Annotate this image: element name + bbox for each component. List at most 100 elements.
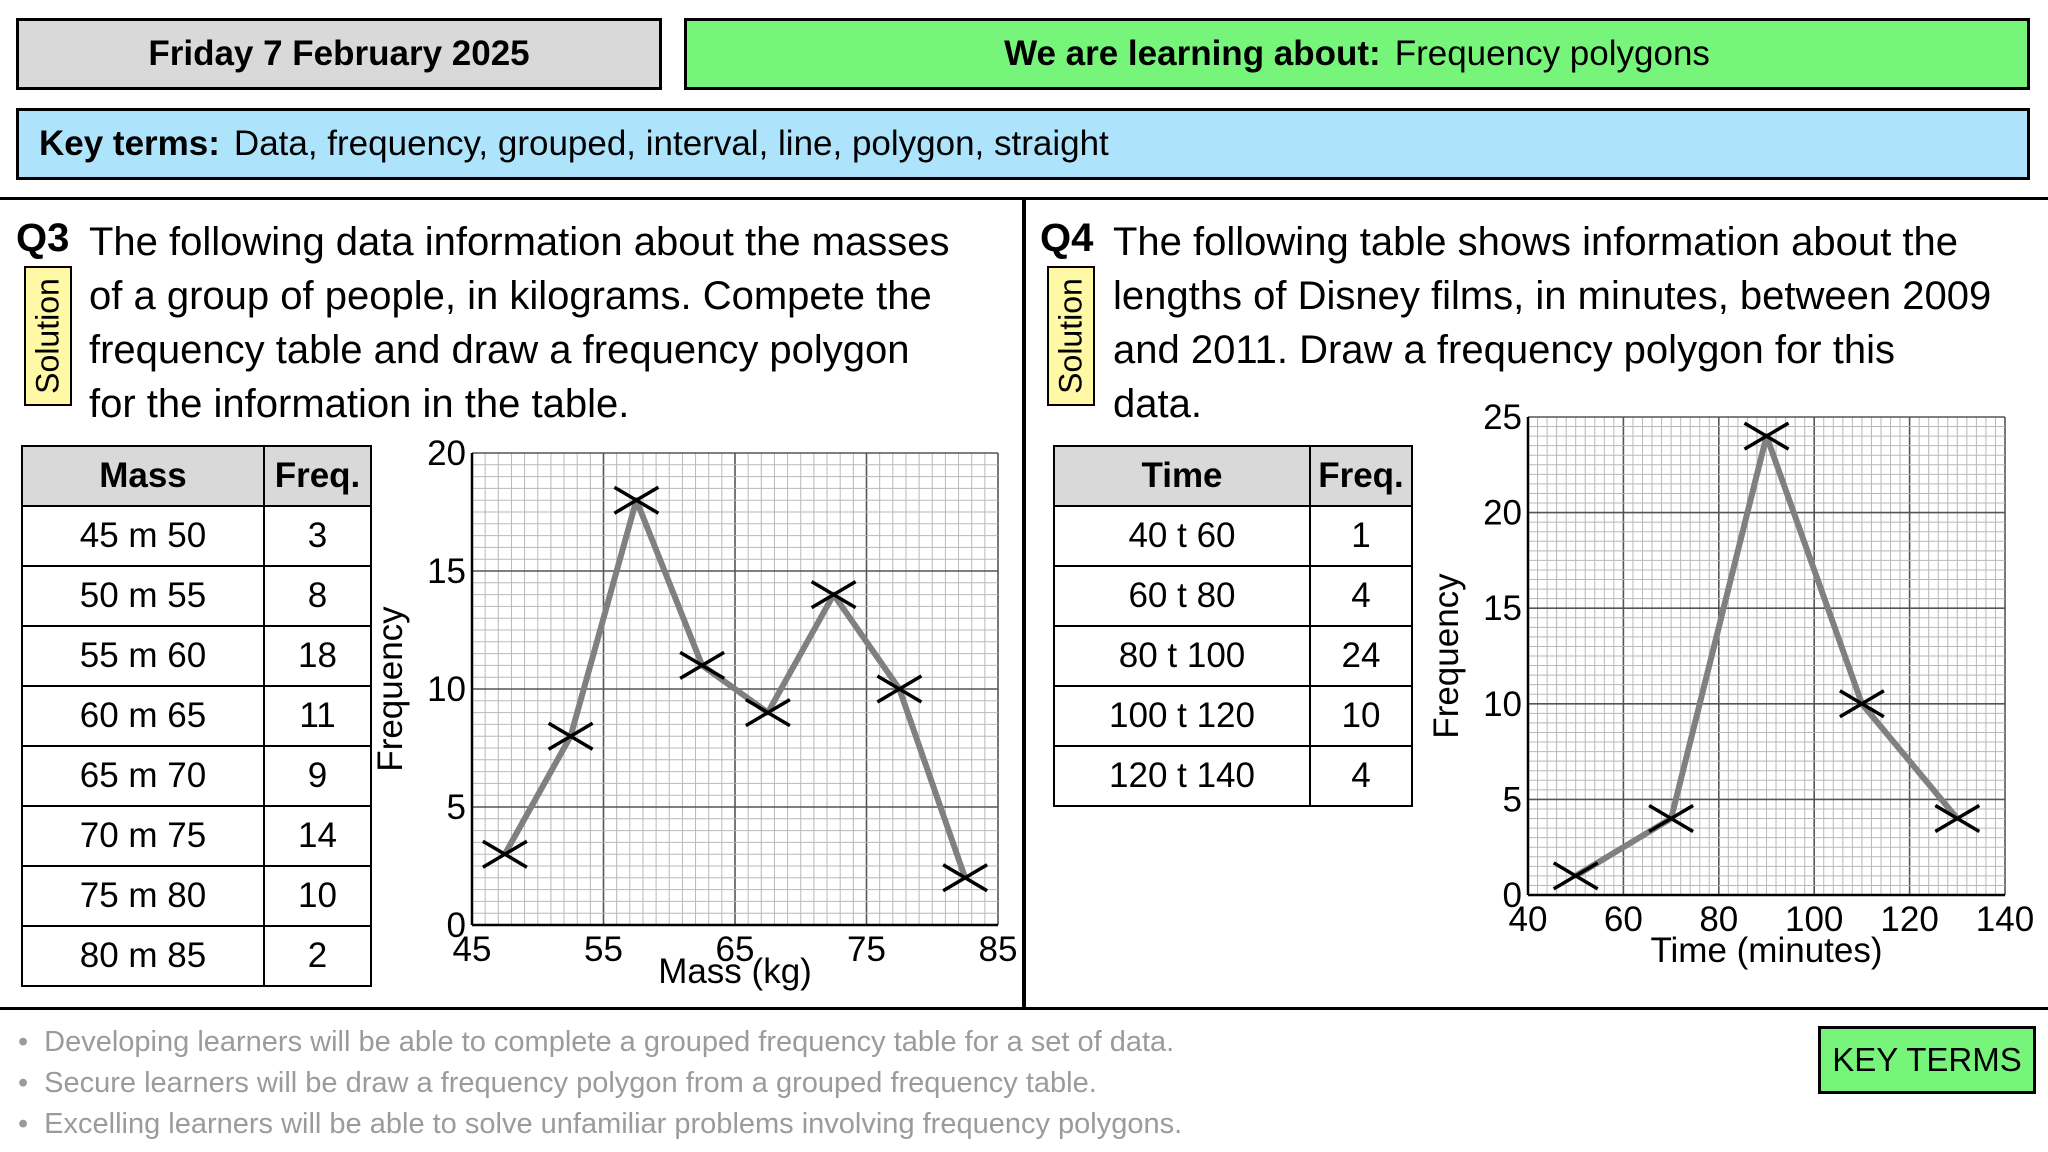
objective-label: We are learning about: [1004, 34, 1381, 73]
y-axis-label: Frequency [371, 606, 410, 772]
q3-frequency-table: Mass Freq. 45 m 50 3 50 m 55 8 55 m 60 18 6… [21, 445, 372, 987]
table-cell-interval: 80 t 100 [1053, 625, 1311, 687]
table-cell-freq: 18 [263, 625, 372, 687]
q4-number: Q4 [1040, 216, 1094, 260]
success-criteria-list: Developing learners will be able to comp… [18, 1022, 1182, 1145]
q4-text-line: and 2011. Draw a frequency polygon for t… [1113, 328, 1895, 372]
table-row: 55 m 60 18 [21, 625, 372, 687]
q3-text-line: of a group of people, in kilograms. Comp… [89, 274, 932, 318]
success-criteria-item: Excelling learners will be able to solve… [18, 1104, 1182, 1145]
table-cell-interval: 60 t 80 [1053, 565, 1311, 627]
table-cell-freq: 4 [1309, 565, 1413, 627]
table-cell-interval: 120 t 140 [1053, 745, 1311, 807]
key-terms-label: Key terms: [39, 124, 220, 163]
x-axis-label: Mass (kg) [658, 952, 812, 991]
table-cell-freq: 10 [1309, 685, 1413, 747]
q3-text-line: for the information in the table. [89, 382, 630, 426]
table-cell-interval: 50 m 55 [21, 565, 265, 627]
objective-banner: We are learning about: Frequency polygon… [684, 18, 2030, 90]
date-text: Friday 7 February 2025 [148, 34, 530, 73]
chart-grid [1527, 416, 2006, 896]
y-tick-label: 5 [1503, 780, 1522, 819]
q3-text-line: The following data information about the… [89, 220, 950, 264]
table-header-mass: Mass [21, 445, 265, 507]
table-row: 40 t 60 1 [1053, 505, 1413, 567]
table-cell-interval: 75 m 80 [21, 865, 265, 927]
table-row: 45 m 50 3 [21, 505, 372, 567]
table-cell-freq: 1 [1309, 505, 1413, 567]
objective-text: Frequency polygons [1394, 34, 1710, 73]
y-tick-label: 0 [1503, 876, 1522, 915]
x-tick-label: 85 [979, 930, 1018, 969]
table-row: 80 m 85 2 [21, 925, 372, 987]
key-terms-text: Data, frequency, grouped, interval, line… [233, 124, 1109, 163]
data-point-marker [876, 674, 923, 704]
table-cell-freq: 10 [263, 865, 372, 927]
data-point-marker [679, 650, 726, 680]
table-cell-interval: 40 t 60 [1053, 505, 1311, 567]
table-cell-interval: 60 m 65 [21, 685, 265, 747]
table-header-freq: Freq. [263, 445, 372, 507]
y-tick-label: 10 [427, 670, 466, 709]
q3-number: Q3 [16, 216, 70, 260]
date-banner: Friday 7 February 2025 [16, 18, 662, 90]
table-cell-freq: 4 [1309, 745, 1413, 807]
y-tick-label: 0 [447, 906, 466, 945]
q4-question-text: The following table shows information ab… [1113, 215, 1991, 431]
y-tick-label: 25 [1483, 398, 1522, 437]
x-tick-label: 65 [716, 930, 755, 969]
table-header-freq: Freq. [1309, 445, 1413, 507]
data-point-marker [1934, 804, 1981, 834]
q3-text-line: frequency table and draw a frequency pol… [89, 328, 910, 372]
table-cell-interval: 80 m 85 [21, 925, 265, 987]
y-axis-label: Frequency [1427, 573, 1466, 739]
data-point-marker [1648, 804, 1694, 834]
table-cell-freq: 8 [263, 565, 372, 627]
x-tick-label: 40 [1509, 900, 1548, 939]
data-point-marker [1839, 689, 1885, 719]
data-point-marker [1743, 421, 1790, 451]
q4-text-line: data. [1113, 382, 1202, 426]
table-cell-freq: 2 [263, 925, 372, 987]
series-line [502, 497, 968, 879]
x-tick-label: 75 [847, 930, 886, 969]
q4-text-line: lengths of Disney films, in minutes, bet… [1113, 274, 1992, 318]
center-divider [1022, 197, 1026, 1009]
table-row: 80 t 100 24 [1053, 625, 1413, 687]
y-tick-label: 15 [1483, 589, 1522, 628]
table-row: 60 m 65 11 [21, 685, 372, 747]
data-point-marker [613, 485, 660, 515]
data-point-marker [1552, 861, 1599, 891]
table-header-time: Time [1053, 445, 1311, 507]
table-header-row: Mass Freq. [21, 445, 372, 507]
x-tick-label: 45 [453, 930, 492, 969]
bottom-divider [0, 1007, 2048, 1010]
table-cell-freq: 9 [263, 745, 372, 807]
x-tick-label: 80 [1699, 900, 1738, 939]
x-axis-label: Time (minutes) [1650, 931, 1882, 970]
table-row: 120 t 140 4 [1053, 745, 1413, 807]
q3-solution-button[interactable]: Solution [24, 266, 72, 406]
table-header-row: Time Freq. [1053, 445, 1413, 507]
table-row: 75 m 80 10 [21, 865, 372, 927]
key-terms-banner: Key terms: Data, frequency, grouped, int… [16, 108, 2030, 180]
data-point-marker [744, 698, 791, 728]
table-cell-interval: 45 m 50 [21, 505, 265, 567]
table-cell-freq: 24 [1309, 625, 1413, 687]
y-tick-label: 20 [1483, 494, 1522, 533]
y-tick-label: 15 [427, 552, 466, 591]
q4-solution-button[interactable]: Solution [1047, 266, 1095, 406]
x-tick-label: 55 [584, 930, 623, 969]
x-tick-label: 100 [1785, 900, 1843, 939]
data-point-marker [942, 863, 989, 893]
table-cell-freq: 3 [263, 505, 372, 567]
q4-frequency-table: Time Freq. 40 t 60 1 60 t 80 4 80 t 100 24 … [1053, 445, 1413, 807]
q4-text-line: The following table shows information ab… [1113, 220, 1958, 264]
table-row: 65 m 70 9 [21, 745, 372, 807]
table-cell-interval: 55 m 60 [21, 625, 265, 687]
table-cell-freq: 14 [263, 805, 372, 867]
key-terms-button[interactable]: KEY TERMS [1818, 1026, 2036, 1094]
table-cell-interval: 70 m 75 [21, 805, 265, 867]
